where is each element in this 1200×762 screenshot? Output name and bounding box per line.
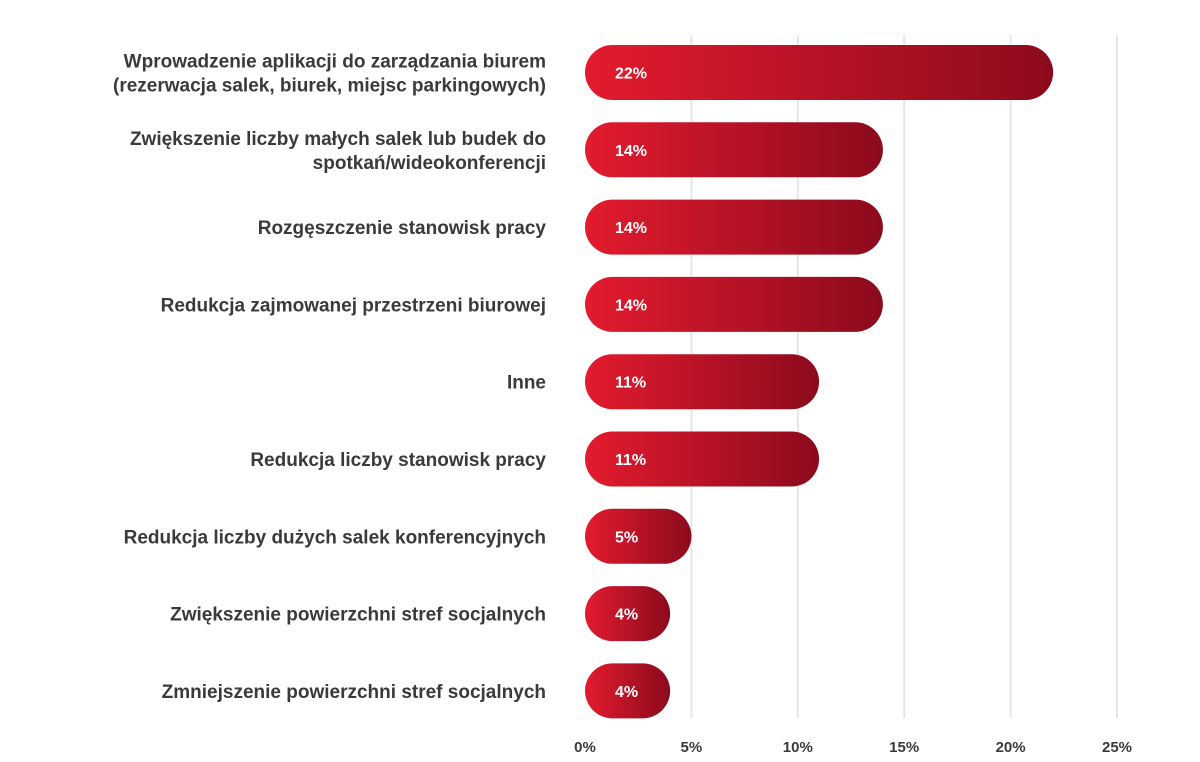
bar-value-label: 11% (615, 375, 646, 392)
x-tick-label: 10% (783, 739, 813, 756)
x-tick-label: 5% (681, 739, 703, 756)
x-tick-label: 20% (996, 739, 1026, 756)
category-label: Inne (507, 373, 546, 394)
category-label: Redukcja zajmowanej przestrzeni biurowej (161, 295, 546, 316)
bar (584, 431, 820, 487)
bar-value-label: 14% (615, 297, 647, 314)
bar (584, 586, 671, 642)
bar-value-label: 5% (615, 529, 638, 546)
category-label: Zwiększenie liczby małych salek lub bude… (130, 129, 546, 150)
x-axis-ticks: 0% 5% 10% 15% 20% 25% (574, 739, 1132, 756)
category-label: Redukcja liczby dużych salek konferencyj… (124, 527, 546, 548)
bar (584, 122, 883, 178)
category-labels: Wprowadzenie aplikacji do zarządzania bi… (113, 52, 546, 703)
bar (585, 276, 883, 332)
bar-value-label: 14% (615, 220, 647, 237)
x-tick-label: 25% (1102, 739, 1132, 756)
bar (584, 354, 820, 410)
bar-value-label: 22% (615, 66, 647, 83)
category-label: Rozgęszczenie stanowisk pracy (258, 218, 547, 239)
bar-value-label: 4% (615, 607, 638, 624)
x-tick-label: 0% (574, 739, 596, 756)
x-tick-label: 15% (889, 739, 919, 756)
category-label: spotkań/wideokonferencji (313, 153, 546, 174)
bar (584, 663, 671, 719)
category-label: Zwiększenie powierzchni stref socjalnych (170, 605, 546, 626)
category-label: Zmniejszenie powierzchni stref socjalnyc… (162, 682, 546, 703)
category-label: Wprowadzenie aplikacji do zarządzania bi… (124, 52, 546, 73)
bar-value-label: 11% (615, 452, 646, 469)
category-label: (rezerwacja salek, biurek, miejsc parkin… (113, 76, 546, 97)
bar-value-label: 14% (615, 143, 647, 160)
bar (585, 45, 1054, 100)
bar (584, 508, 692, 564)
bars: 22% 14% 14% 14% 11% 11% 5% 4% 4% (584, 45, 1054, 719)
bar-value-label: 4% (615, 684, 638, 701)
category-label: Redukcja liczby stanowisk pracy (250, 450, 546, 471)
bar (584, 199, 883, 255)
